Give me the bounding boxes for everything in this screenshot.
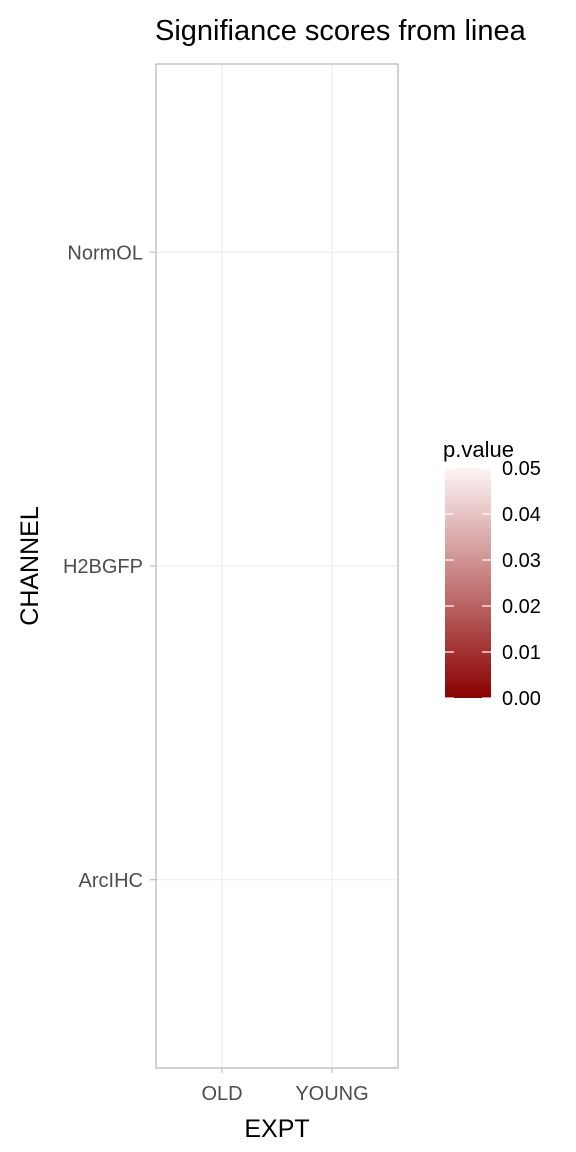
x-axis: OLD YOUNG xyxy=(201,1068,369,1105)
chart-title: Signifiance scores from linea xyxy=(155,15,527,47)
legend-tick-label: 0.01 xyxy=(502,642,541,664)
y-axis-title: CHANNEL xyxy=(16,506,44,626)
y-tick-label: H2BGFP xyxy=(63,556,143,578)
y-tick-label: ArcIHC xyxy=(79,870,143,892)
legend-tick-label: 0.03 xyxy=(502,550,541,572)
legend-colorbar xyxy=(445,468,491,698)
x-axis-title: EXPT xyxy=(244,1115,309,1143)
y-axis: NormOL H2BGFP ArcIHC xyxy=(63,242,156,892)
legend-ticks: 0.05 0.04 0.03 0.02 0.01 0.00 xyxy=(445,458,541,710)
plot-panel xyxy=(155,63,399,1069)
y-tick-label: NormOL xyxy=(67,242,143,264)
x-tick-label: OLD xyxy=(201,1083,242,1105)
legend-title: p.value xyxy=(443,437,514,462)
legend-tick-label: 0.02 xyxy=(502,596,541,618)
legend-tick-label: 0.00 xyxy=(502,688,541,710)
x-tick-label: YOUNG xyxy=(295,1083,368,1105)
legend: p.value 0.05 0.04 0.03 0.02 0.01 0.00 xyxy=(443,437,541,710)
gridlines xyxy=(156,64,398,1068)
legend-tick-label: 0.05 xyxy=(502,458,541,480)
legend-tick-label: 0.04 xyxy=(502,504,541,526)
